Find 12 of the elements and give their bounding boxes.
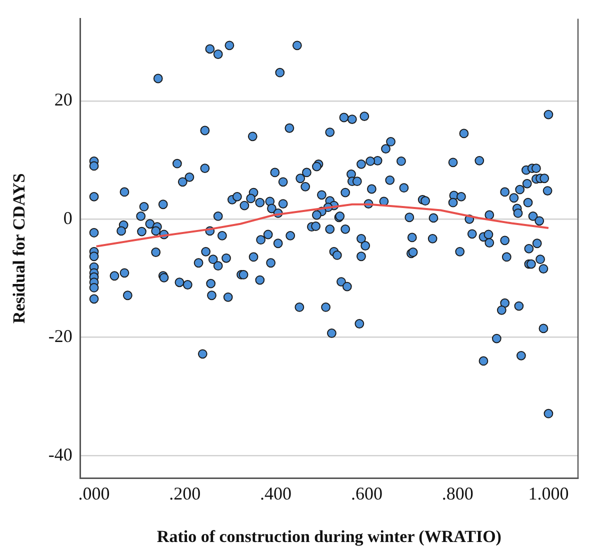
- x-tick-label: .000: [78, 484, 110, 504]
- x-tick-label: 1.000: [528, 484, 569, 504]
- x-axis-title: Ratio of construction during winter (WRATIO): [156, 527, 502, 546]
- y-tick-label: 0: [63, 208, 72, 228]
- y-tick-label: -40: [48, 444, 72, 464]
- y-tick-label: -20: [48, 326, 72, 346]
- x-tick-label: .600: [350, 484, 382, 504]
- y-axis-title: Residual for CDAYS: [10, 173, 29, 324]
- x-tick-label: .400: [260, 484, 292, 504]
- x-tick-label: .800: [442, 484, 474, 504]
- y-tick-label: 20: [54, 90, 72, 110]
- x-tick-label: .200: [169, 484, 201, 504]
